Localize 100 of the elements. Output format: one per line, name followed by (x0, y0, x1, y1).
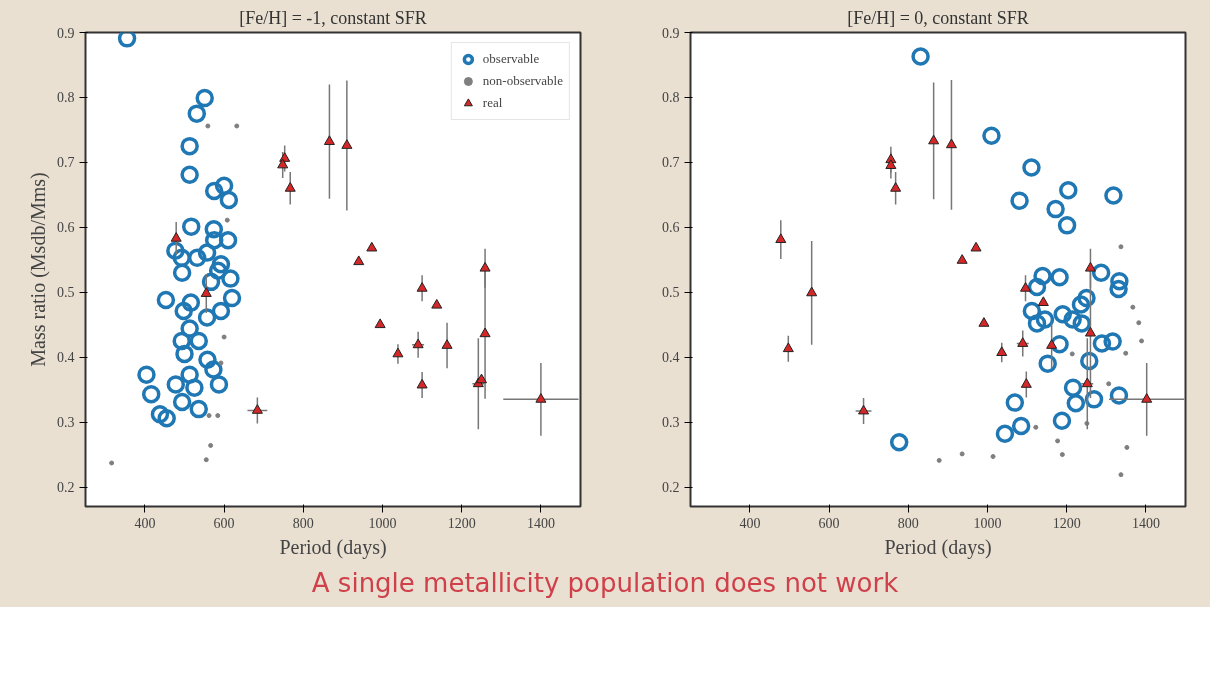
point (996, 346, 1008, 356)
point (995, 424, 1015, 444)
point (1063, 310, 1082, 329)
point (858, 404, 870, 415)
y-tick-label: 0.6 (57, 220, 75, 236)
point (187, 248, 207, 268)
point (218, 360, 224, 366)
x-tick-label: 1400 (526, 515, 555, 531)
y-tick-label: 0.4 (57, 350, 75, 366)
point (806, 286, 818, 297)
y-tick-label: 0.8 (57, 90, 75, 106)
x-tick-label: 800 (897, 515, 919, 531)
point (982, 126, 1001, 145)
point (1059, 181, 1078, 200)
point (206, 413, 212, 419)
point (476, 373, 487, 384)
point (221, 334, 227, 340)
point (1037, 296, 1049, 306)
point (197, 308, 217, 327)
y-tick-label: 0.9 (57, 25, 75, 41)
point (172, 331, 191, 351)
point (166, 375, 186, 394)
point (959, 451, 965, 457)
point (201, 272, 221, 292)
point (1038, 354, 1057, 373)
point (775, 233, 787, 244)
point (166, 241, 185, 260)
point (204, 231, 224, 250)
point (1109, 386, 1129, 405)
y-tick-label: 0.5 (662, 285, 680, 301)
point (885, 159, 897, 169)
point (1106, 381, 1112, 387)
x-tick-label: 1000 (973, 515, 1002, 531)
point (180, 165, 199, 184)
point (1123, 350, 1129, 356)
point (1050, 268, 1069, 287)
y-tick-label: 0.5 (57, 285, 75, 301)
point (1059, 452, 1065, 458)
point (366, 241, 378, 252)
point (211, 301, 231, 321)
y-tick-label: 0.2 (57, 480, 75, 496)
point (1046, 339, 1058, 349)
x-tick-label: 400 (739, 515, 761, 531)
point (1063, 378, 1083, 397)
point (1118, 472, 1124, 478)
point (1033, 424, 1039, 430)
point (1027, 277, 1047, 297)
point (174, 301, 193, 321)
point (1118, 244, 1124, 250)
point (374, 318, 386, 329)
point (157, 408, 176, 428)
point (1092, 334, 1112, 353)
point (189, 331, 209, 351)
point (175, 344, 194, 364)
point (284, 182, 296, 192)
point (1033, 266, 1052, 286)
point (214, 176, 234, 195)
point (392, 347, 404, 358)
point (1069, 351, 1075, 357)
point (431, 298, 443, 309)
point (1104, 186, 1123, 205)
point (187, 104, 207, 123)
point (928, 134, 940, 145)
point (1022, 158, 1041, 177)
point (1022, 301, 1042, 321)
text: A single metallicity population does not work (311, 567, 899, 600)
point (1084, 420, 1090, 426)
chart-title: [Fe/H] = 0, constant SFR (847, 7, 1029, 28)
legend-label: real (482, 95, 503, 111)
point (180, 136, 199, 156)
y-tick-label: 0.4 (662, 350, 680, 366)
x-tick-label: 1000 (368, 515, 397, 531)
point (170, 232, 182, 242)
point (251, 404, 263, 414)
point (323, 135, 335, 145)
point (234, 123, 240, 129)
point (889, 432, 909, 452)
point (1103, 332, 1122, 351)
point (189, 399, 209, 419)
point (172, 263, 192, 282)
point (1050, 334, 1069, 354)
point (1084, 261, 1096, 272)
point (479, 327, 491, 338)
point (137, 365, 156, 384)
point (277, 158, 289, 169)
y-tick-label: 0.7 (662, 155, 680, 171)
point (1027, 314, 1047, 333)
point (1005, 393, 1025, 412)
point (1052, 411, 1072, 431)
point (1139, 338, 1145, 344)
point (208, 261, 228, 281)
point (353, 255, 365, 266)
point (172, 248, 191, 268)
point (1071, 295, 1091, 314)
point (416, 378, 428, 389)
point (211, 255, 231, 274)
point (412, 338, 424, 349)
point (1020, 378, 1032, 388)
point (945, 138, 957, 149)
point (204, 220, 224, 239)
